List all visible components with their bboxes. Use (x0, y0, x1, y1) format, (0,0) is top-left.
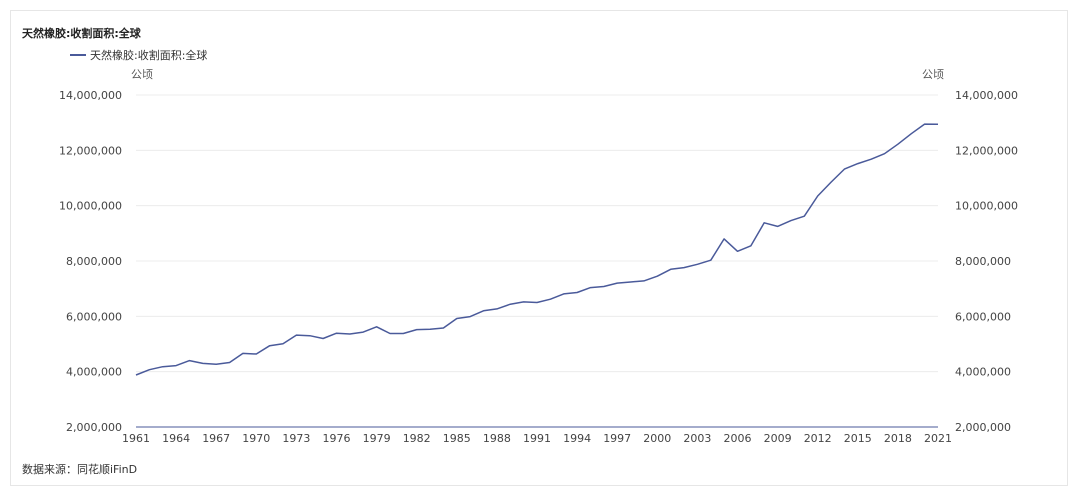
y-tick-label-left: 6,000,000 (66, 310, 122, 323)
y-tick-label-left: 4,000,000 (66, 366, 122, 379)
x-tick-label: 2006 (724, 432, 752, 445)
y-tick-label-left: 2,000,000 (66, 421, 122, 434)
y-tick-label-right: 14,000,000 (955, 89, 1018, 102)
chart-title: 天然橡胶:收割面积:全球 (22, 27, 141, 40)
x-tick-label: 1967 (202, 432, 230, 445)
chart-frame (10, 10, 1068, 486)
x-tick-label: 1979 (363, 432, 391, 445)
x-tick-label: 1997 (603, 432, 631, 445)
y-tick-label-right: 10,000,000 (955, 200, 1018, 213)
x-tick-label: 1994 (563, 432, 591, 445)
x-tick-label: 2021 (924, 432, 952, 445)
y-tick-label-right: 4,000,000 (955, 366, 1011, 379)
x-tick-label: 1991 (523, 432, 551, 445)
y-tick-label-right: 2,000,000 (955, 421, 1011, 434)
y-tick-label-left: 14,000,000 (59, 89, 122, 102)
y-tick-label-right: 8,000,000 (955, 255, 1011, 268)
x-tick-label: 2015 (844, 432, 872, 445)
legend-label: 天然橡胶:收割面积:全球 (90, 49, 208, 62)
y-axis-unit-left: 公顷 (131, 68, 153, 81)
x-tick-label: 2003 (683, 432, 711, 445)
series-line[interactable] (135, 123, 939, 376)
y-tick-label-left: 10,000,000 (59, 200, 122, 213)
y-tick-label-left: 8,000,000 (66, 255, 122, 268)
x-tick-label: 1964 (162, 432, 190, 445)
x-tick-label: 2012 (804, 432, 832, 445)
x-tick-label: 1976 (323, 432, 351, 445)
x-tick-label: 1988 (483, 432, 511, 445)
y-axis-unit-right: 公顷 (922, 68, 944, 81)
y-tick-label-right: 6,000,000 (955, 310, 1011, 323)
x-tick-label: 1961 (122, 432, 150, 445)
x-tick-label: 1982 (403, 432, 431, 445)
y-tick-label-left: 12,000,000 (59, 144, 122, 157)
x-tick-label: 2018 (884, 432, 912, 445)
x-tick-label: 1985 (443, 432, 471, 445)
x-tick-label: 2000 (643, 432, 671, 445)
legend-swatch (70, 54, 86, 56)
legend[interactable]: 天然橡胶:收割面积:全球 (70, 47, 207, 63)
x-tick-label: 1970 (242, 432, 270, 445)
data-source: 数据来源：同花顺iFinD (22, 463, 138, 476)
x-tick-label: 1973 (282, 432, 310, 445)
y-tick-label-right: 12,000,000 (955, 144, 1018, 157)
x-tick-label: 2009 (764, 432, 792, 445)
